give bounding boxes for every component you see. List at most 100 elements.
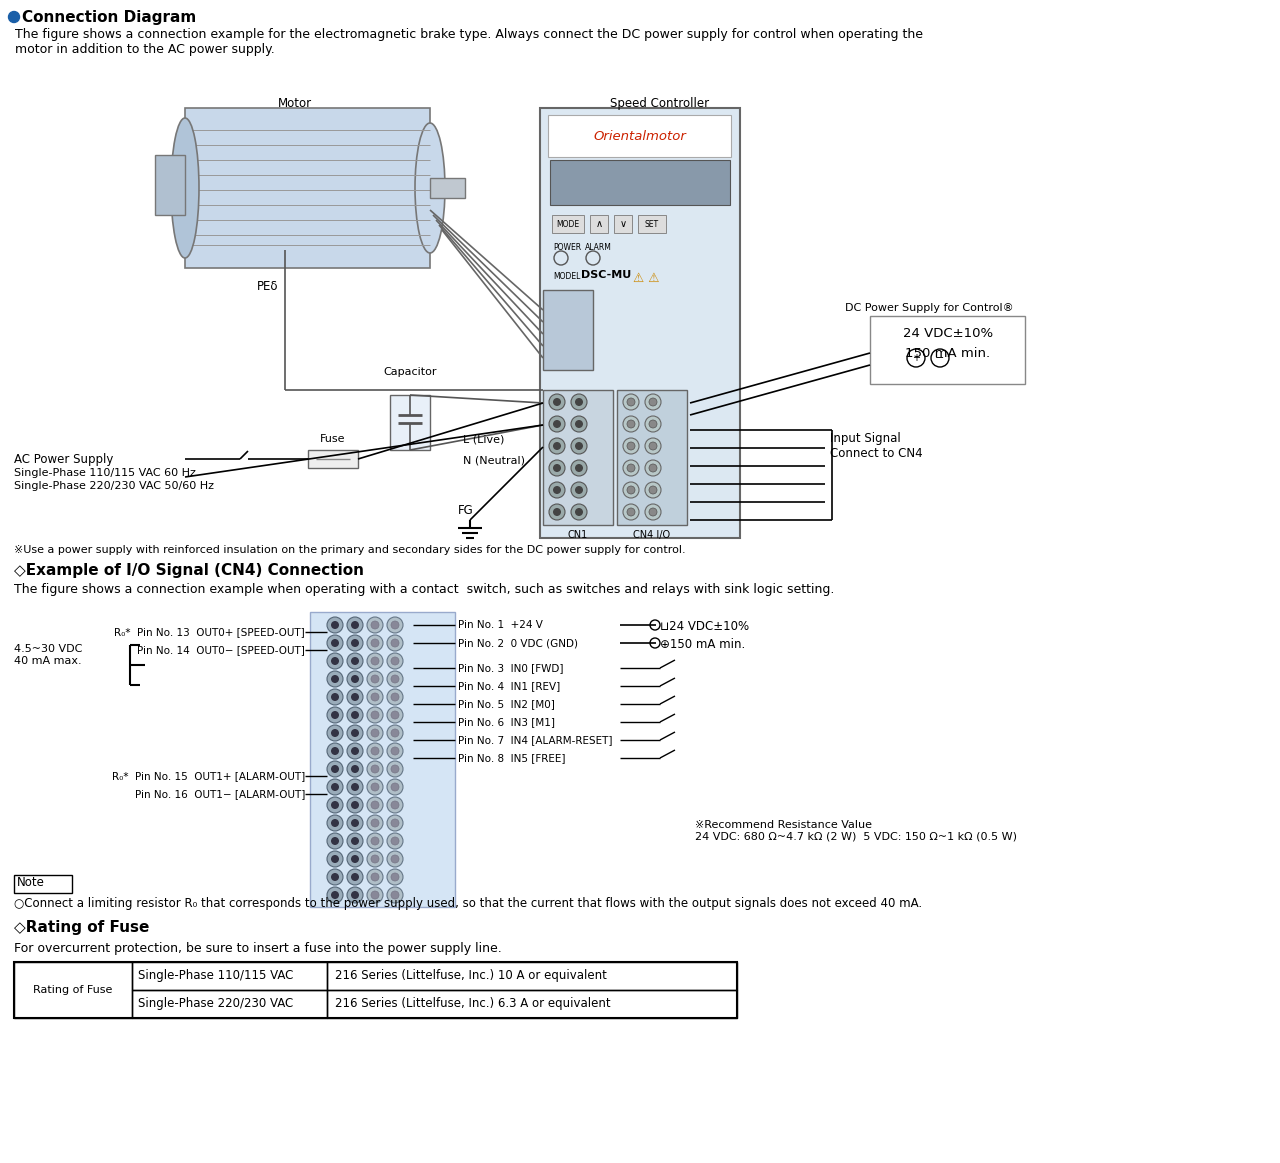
Circle shape — [351, 765, 358, 773]
Text: R₀*  Pin No. 15  OUT1+ [ALARM-OUT]: R₀* Pin No. 15 OUT1+ [ALARM-OUT] — [111, 771, 305, 782]
Circle shape — [332, 638, 339, 647]
Circle shape — [347, 797, 364, 813]
Circle shape — [549, 416, 564, 431]
Text: ⚠ ⚠: ⚠ ⚠ — [634, 272, 659, 285]
Text: R₀*  Pin No. 13  OUT0+ [SPEED-OUT]: R₀* Pin No. 13 OUT0+ [SPEED-OUT] — [114, 627, 305, 637]
Circle shape — [351, 783, 358, 791]
Text: Fuse: Fuse — [320, 434, 346, 444]
Text: CN4 I/O: CN4 I/O — [634, 530, 671, 540]
Circle shape — [326, 618, 343, 633]
Circle shape — [371, 657, 379, 665]
Circle shape — [627, 508, 635, 516]
Text: 216 Series (Littelfuse, Inc.) 10 A or equivalent: 216 Series (Littelfuse, Inc.) 10 A or eq… — [335, 970, 607, 983]
Circle shape — [623, 438, 639, 454]
Circle shape — [371, 747, 379, 755]
Text: Capacitor: Capacitor — [383, 368, 436, 377]
Circle shape — [387, 707, 403, 723]
Circle shape — [390, 891, 399, 899]
Circle shape — [9, 12, 19, 22]
FancyBboxPatch shape — [870, 316, 1025, 384]
FancyBboxPatch shape — [310, 612, 454, 907]
Circle shape — [387, 688, 403, 705]
Circle shape — [645, 438, 660, 454]
Text: Pin No. 3  IN0 [FWD]: Pin No. 3 IN0 [FWD] — [458, 663, 563, 673]
Circle shape — [387, 761, 403, 777]
Circle shape — [326, 869, 343, 885]
Circle shape — [367, 652, 383, 669]
Text: N (Neutral): N (Neutral) — [463, 455, 525, 465]
Circle shape — [332, 873, 339, 882]
Circle shape — [332, 747, 339, 755]
Text: Pin No. 7  IN4 [ALARM-RESET]: Pin No. 7 IN4 [ALARM-RESET] — [458, 735, 613, 745]
Circle shape — [347, 743, 364, 759]
Circle shape — [623, 461, 639, 476]
Circle shape — [351, 729, 358, 737]
Circle shape — [326, 887, 343, 902]
Circle shape — [575, 442, 582, 450]
Circle shape — [367, 671, 383, 687]
FancyBboxPatch shape — [186, 108, 430, 267]
Circle shape — [371, 729, 379, 737]
Circle shape — [367, 635, 383, 651]
Text: The figure shows a connection example for the electromagnetic brake type. Always: The figure shows a connection example fo… — [15, 28, 923, 56]
Circle shape — [351, 657, 358, 665]
Circle shape — [326, 833, 343, 849]
Text: 4.5~30 VDC
40 mA max.: 4.5~30 VDC 40 mA max. — [14, 644, 82, 665]
Text: Pin No. 16  OUT1− [ALARM-OUT]: Pin No. 16 OUT1− [ALARM-OUT] — [134, 789, 305, 799]
Circle shape — [351, 855, 358, 863]
Circle shape — [351, 693, 358, 701]
Text: ※Use a power supply with reinforced insulation on the primary and secondary side: ※Use a power supply with reinforced insu… — [14, 545, 686, 555]
Circle shape — [627, 442, 635, 450]
Circle shape — [387, 851, 403, 866]
Circle shape — [390, 747, 399, 755]
Circle shape — [367, 761, 383, 777]
Text: L (Live): L (Live) — [463, 434, 504, 444]
Circle shape — [332, 657, 339, 665]
Text: Motor: Motor — [278, 97, 312, 110]
Circle shape — [390, 801, 399, 809]
Circle shape — [347, 635, 364, 651]
Circle shape — [387, 797, 403, 813]
Circle shape — [332, 675, 339, 683]
Text: FG: FG — [458, 504, 474, 518]
Circle shape — [371, 675, 379, 683]
Circle shape — [571, 481, 588, 498]
Circle shape — [575, 486, 582, 494]
Circle shape — [371, 638, 379, 647]
Circle shape — [390, 837, 399, 846]
Text: 216 Series (Littelfuse, Inc.) 6.3 A or equivalent: 216 Series (Littelfuse, Inc.) 6.3 A or e… — [335, 998, 611, 1011]
Circle shape — [367, 887, 383, 902]
Circle shape — [326, 761, 343, 777]
Text: Connection Diagram: Connection Diagram — [22, 10, 196, 24]
Circle shape — [387, 725, 403, 741]
Circle shape — [326, 851, 343, 866]
Circle shape — [367, 833, 383, 849]
Circle shape — [387, 833, 403, 849]
FancyBboxPatch shape — [548, 115, 731, 157]
Circle shape — [367, 869, 383, 885]
Text: DSC-MU: DSC-MU — [581, 270, 631, 280]
Text: ◇Rating of Fuse: ◇Rating of Fuse — [14, 920, 150, 935]
Circle shape — [326, 688, 343, 705]
Circle shape — [549, 394, 564, 411]
Circle shape — [371, 621, 379, 629]
Circle shape — [645, 394, 660, 411]
Text: AC Power Supply: AC Power Supply — [14, 454, 114, 466]
Text: 24 VDC±10%: 24 VDC±10% — [902, 327, 993, 340]
Circle shape — [367, 688, 383, 705]
Circle shape — [351, 891, 358, 899]
Circle shape — [367, 851, 383, 866]
Circle shape — [332, 819, 339, 827]
Circle shape — [645, 481, 660, 498]
Text: The figure shows a connection example when operating with a contact  switch, suc: The figure shows a connection example wh… — [14, 583, 835, 595]
Circle shape — [347, 779, 364, 795]
Text: Pin No. 2  0 VDC (GND): Pin No. 2 0 VDC (GND) — [458, 638, 579, 648]
Ellipse shape — [415, 123, 445, 254]
Circle shape — [549, 481, 564, 498]
Circle shape — [347, 833, 364, 849]
Circle shape — [390, 873, 399, 882]
Circle shape — [332, 783, 339, 791]
Circle shape — [332, 765, 339, 773]
Text: Pin No. 6  IN3 [M1]: Pin No. 6 IN3 [M1] — [458, 718, 556, 727]
Circle shape — [649, 398, 657, 406]
